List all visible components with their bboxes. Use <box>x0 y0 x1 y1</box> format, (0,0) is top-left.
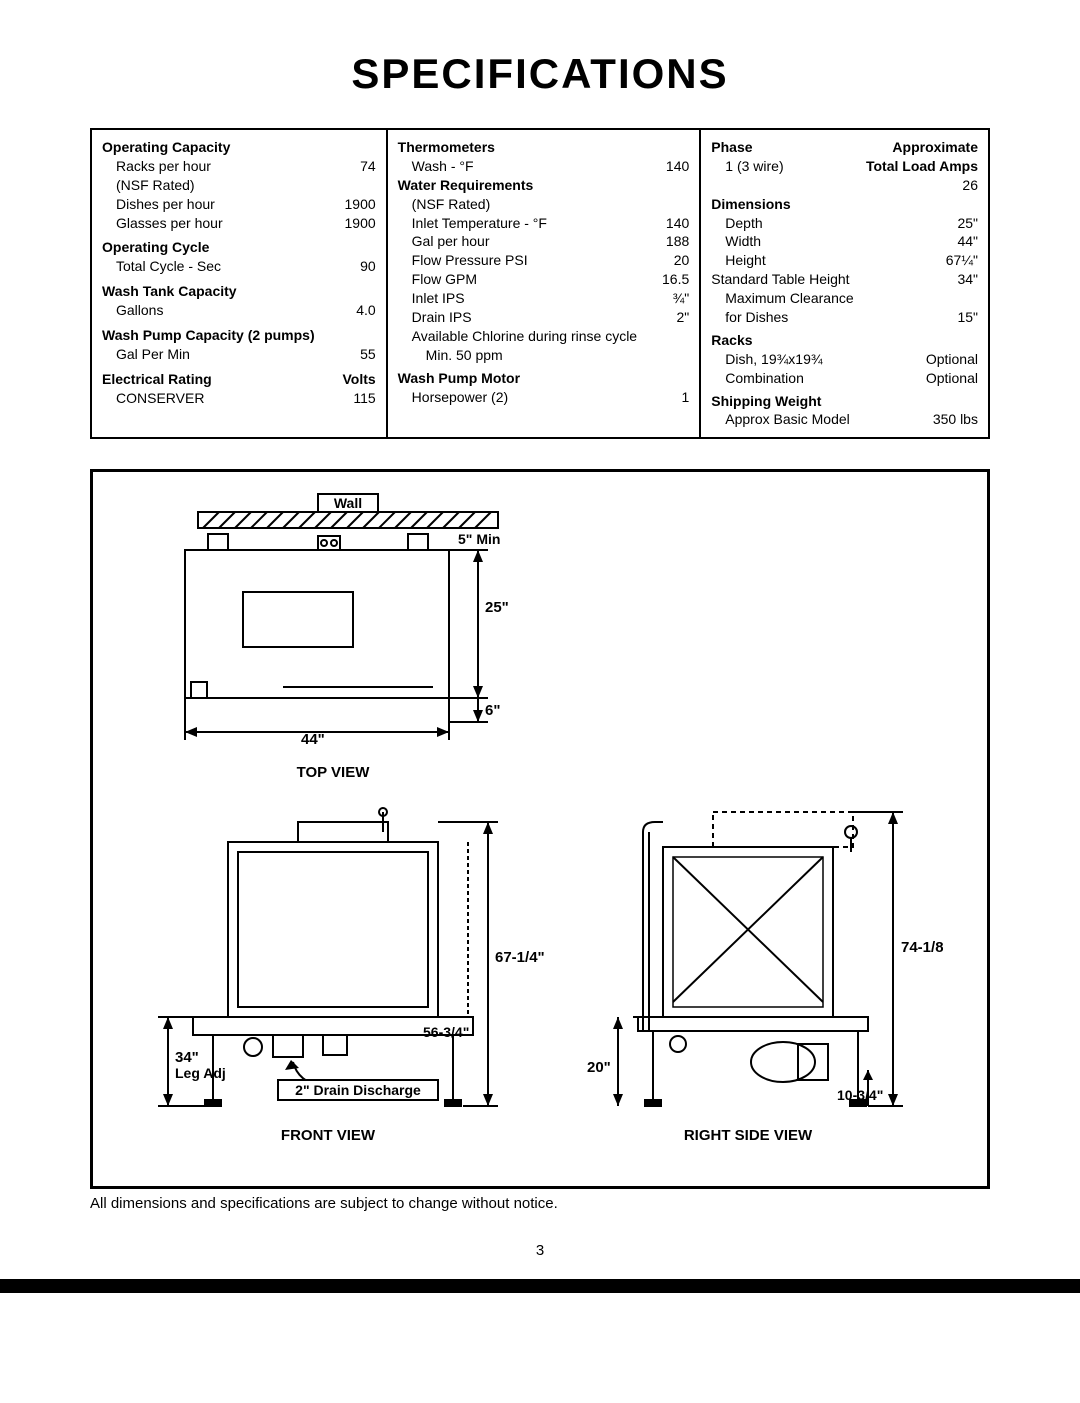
dim-10: 10-3/4" <box>837 1087 883 1103</box>
horsepower-value: 1 <box>639 388 689 407</box>
chlorine-label: Available Chlorine during rinse cycle <box>412 327 637 346</box>
front-view-label: FRONT VIEW <box>281 1127 376 1144</box>
volts-header: Volts <box>326 370 376 389</box>
dim-56: 56-3/4" <box>423 1024 469 1040</box>
flow-psi-label: Flow Pressure PSI <box>412 251 640 270</box>
table-height-value: 34" <box>928 270 978 289</box>
page-title: SPECIFICATIONS <box>90 50 990 98</box>
dishes-per-hour-value: 1900 <box>326 195 376 214</box>
nsf-rated-label: (NSF Rated) <box>116 176 195 195</box>
spec-column-1: Operating Capacity Racks per hour74 (NSF… <box>92 130 388 437</box>
basic-model-value: 350 lbs <box>928 410 978 429</box>
electrical-rating-header: Electrical Rating <box>102 370 326 389</box>
drawings-panel: Wall 5" Min <box>90 469 990 1189</box>
combination-value: Optional <box>926 369 978 388</box>
wall-label: Wall <box>334 495 362 511</box>
combination-label: Combination <box>725 369 926 388</box>
thermometers-header: Thermometers <box>398 138 495 157</box>
total-load-amps-header: Total Load Amps <box>866 157 978 176</box>
inlet-ips-value: ¾" <box>639 289 689 308</box>
width-label: Width <box>725 232 928 251</box>
depth-value: 25" <box>928 214 978 233</box>
nsf-rated-label-2: (NSF Rated) <box>412 195 491 214</box>
for-dishes-value: 15" <box>928 308 978 327</box>
total-load-amps-value: 26 <box>928 176 978 195</box>
conserver-value: 115 <box>326 389 376 408</box>
conserver-label: CONSERVER <box>116 389 326 408</box>
height-value: 67¼" <box>928 251 978 270</box>
inlet-temp-value: 140 <box>639 214 689 233</box>
depth-label: Depth <box>725 214 928 233</box>
gallons-label: Gallons <box>116 301 326 320</box>
dim-25: 25" <box>485 599 509 616</box>
operating-cycle-header: Operating Cycle <box>102 238 209 257</box>
page-number: 3 <box>90 1242 990 1259</box>
spec-table: Operating Capacity Racks per hour74 (NSF… <box>90 128 990 439</box>
approx-header: Approximate <box>868 138 978 157</box>
gallons-value: 4.0 <box>326 301 376 320</box>
width-value: 44" <box>928 232 978 251</box>
spec-column-2: Thermometers Wash - °F140 Water Requirem… <box>388 130 702 437</box>
gpm-label: Gal Per Min <box>116 345 326 364</box>
leg-adj-label: Leg Adj <box>175 1065 226 1081</box>
gal-per-hour-label: Gal per hour <box>412 232 640 251</box>
clearance-label: Maximum Clearance <box>725 289 853 308</box>
wash-pump-cap-header: Wash Pump Capacity (2 pumps) <box>102 326 315 345</box>
wash-pump-motor-header: Wash Pump Motor <box>398 369 520 388</box>
dim-34: 34" <box>175 1049 199 1066</box>
flow-gpm-label: Flow GPM <box>412 270 640 289</box>
wash-temp-value: 140 <box>639 157 689 176</box>
dish-rack-label: Dish, 19¾x19¾ <box>725 350 926 369</box>
spec-column-3: PhaseApproximate 1 (3 wire)Total Load Am… <box>701 130 988 437</box>
dim-44: 44" <box>301 731 325 748</box>
phase-value-label: 1 (3 wire) <box>711 157 866 176</box>
page-bottom-bar <box>0 1279 1080 1293</box>
operating-capacity-header: Operating Capacity <box>102 138 230 157</box>
height-label: Height <box>725 251 928 270</box>
flow-gpm-value: 16.5 <box>639 270 689 289</box>
drain-discharge-label: 2" Drain Discharge <box>295 1082 421 1098</box>
for-dishes-label: for Dishes <box>725 308 928 327</box>
horsepower-label: Horsepower (2) <box>412 388 640 407</box>
glasses-per-hour-label: Glasses per hour <box>116 214 326 233</box>
gal-per-hour-value: 188 <box>639 232 689 251</box>
racks-header: Racks <box>711 331 752 350</box>
drain-ips-value: 2" <box>639 308 689 327</box>
dishes-per-hour-label: Dishes per hour <box>116 195 326 214</box>
footnote-text: All dimensions and specifications are su… <box>90 1195 990 1212</box>
inlet-ips-label: Inlet IPS <box>412 289 640 308</box>
flow-psi-value: 20 <box>639 251 689 270</box>
racks-per-hour-label: Racks per hour <box>116 157 326 176</box>
dim-6: 6" <box>485 702 500 719</box>
dim-74: 74-1/8" <box>901 939 943 956</box>
table-height-label: Standard Table Height <box>711 270 928 289</box>
dish-rack-value: Optional <box>926 350 978 369</box>
water-req-header: Water Requirements <box>398 176 534 195</box>
basic-model-label: Approx Basic Model <box>725 410 928 429</box>
racks-per-hour-value: 74 <box>326 157 376 176</box>
total-cycle-value: 90 <box>326 257 376 276</box>
dim-20: 20" <box>587 1059 611 1076</box>
shipping-weight-header: Shipping Weight <box>711 392 821 411</box>
dim-67: 67-1/4" <box>495 949 545 966</box>
drain-ips-label: Drain IPS <box>412 308 640 327</box>
gpm-value: 55 <box>326 345 376 364</box>
glasses-per-hour-value: 1900 <box>326 214 376 233</box>
wash-tank-header: Wash Tank Capacity <box>102 282 237 301</box>
total-cycle-label: Total Cycle - Sec <box>116 257 326 276</box>
right-side-view-label: RIGHT SIDE VIEW <box>684 1127 813 1144</box>
phase-header: Phase <box>711 138 868 157</box>
dimensions-header: Dimensions <box>711 195 790 214</box>
top-view-label: TOP VIEW <box>297 764 371 781</box>
inlet-temp-label: Inlet Temperature - °F <box>412 214 640 233</box>
wash-temp-label: Wash - °F <box>412 157 640 176</box>
min-clearance-label: 5" Min <box>458 531 500 547</box>
chlorine-min-label: Min. 50 ppm <box>426 346 503 365</box>
technical-drawings-svg: Wall 5" Min <box>123 492 943 1162</box>
